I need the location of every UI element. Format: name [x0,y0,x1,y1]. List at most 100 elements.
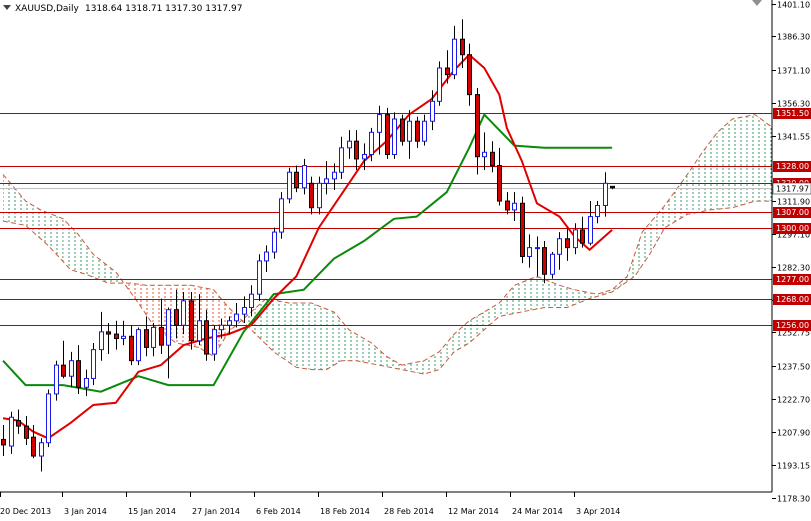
candle-body [332,171,337,180]
price-level-tag [773,108,811,119]
cloud-segment [153,285,161,332]
candle-body [400,118,405,142]
cloud-segment [55,215,64,262]
cloud-segment [424,356,432,374]
cloud-segment [717,125,725,210]
current-price-tag-text: 1317.97 [776,185,809,194]
candle [490,141,495,173]
candle [309,176,314,215]
candle [452,25,457,80]
time-tick-label: 3 Jan 2014 [64,507,107,516]
cloud-segment [702,142,710,212]
cloud-segment [10,183,19,224]
candle [302,158,307,195]
candle [603,172,608,217]
cloud-segment [145,285,154,326]
price-level-tag-text: 1277.00 [776,275,809,284]
candle [227,316,232,335]
candle [573,223,578,255]
candle-body [99,331,104,351]
candle-body [437,67,442,102]
candle-body [557,238,562,255]
cloud-segment [612,283,620,292]
cloud-segment [326,308,334,370]
cloud-segment [63,218,71,270]
cloud-segment [3,174,11,223]
candle [249,285,254,317]
collapse-triangle-icon[interactable] [3,5,11,10]
candle-body [54,364,59,395]
candle [204,309,209,361]
time-axis: 20 Dec 2013 3 Jan 2014 15 Jan 2014 27 Jan 2… [0,492,620,516]
cloud-segment [521,279,530,312]
candle [400,114,405,146]
cloud-segment [582,291,590,302]
cloud-segment [762,120,771,202]
price-level-tag-text: 1351.50 [776,109,809,118]
candle-body [159,326,164,346]
price-level-tag [773,320,811,331]
candle-body [9,416,14,447]
cloud-segment [574,289,583,305]
cloud-segment [597,291,605,297]
candle [354,130,359,171]
cloud-segment [739,116,748,206]
candle [272,227,277,259]
candle-body [354,140,359,160]
candle [588,201,593,246]
cloud-segment [491,303,500,324]
price-axis-panel [772,0,811,517]
candle [242,296,247,324]
cloud-segment [356,334,364,363]
time-tick-label: 18 Feb 2014 [320,507,370,516]
candle-body [452,38,457,76]
cloud-segment [288,303,297,368]
cloud-segment [386,356,395,369]
candle-body [181,300,186,326]
candle [159,298,164,355]
candle [557,232,562,270]
time-tick-label: 15 Jan 2014 [128,507,176,516]
cloud-segment [93,254,101,281]
candle-body [385,114,390,155]
candle-body [392,118,397,155]
shift-marker-icon[interactable] [752,0,762,6]
candle-body [542,247,547,275]
candle-body [497,165,502,202]
time-tick-label: 20 Dec 2013 [0,507,51,516]
candle [9,411,14,454]
candle [407,110,412,159]
candle-body [264,251,269,262]
cloud-segment [333,311,342,366]
candle-body [339,147,344,173]
cloud-segment [536,276,545,309]
cloud-segment [100,260,109,284]
candle-body [227,320,232,326]
price-level-tag-text: 1300.00 [776,224,809,233]
candle-body [407,120,412,142]
candle-body [91,349,96,379]
candle [527,234,532,268]
candle-body [31,436,36,457]
cloud-segment [341,320,349,361]
candle-body [106,331,111,335]
candle [69,351,74,388]
candle-body [309,182,314,209]
candle [445,50,450,84]
candle-body [482,151,487,158]
candle [61,340,66,379]
candle [39,438,44,472]
candle-body [287,171,292,200]
price-level-tag [773,294,811,305]
candle [542,240,547,284]
cloud-segment [559,285,567,308]
candle-body [219,324,224,331]
candle-body [61,364,66,377]
candle [84,369,89,397]
candle-body [242,306,247,315]
cloud-segment [108,266,116,284]
candle [121,320,126,346]
candle [385,107,390,159]
candle [595,201,600,224]
